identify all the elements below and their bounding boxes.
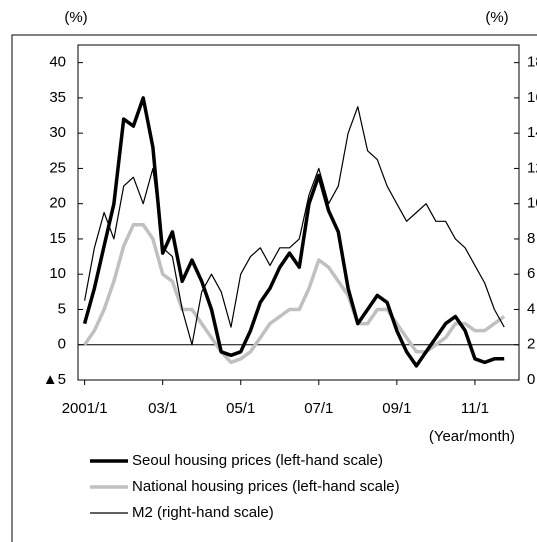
- y-tick-label: 15: [49, 230, 66, 247]
- y-tick-label: 40: [49, 54, 66, 71]
- y2-tick-label: 14: [527, 124, 537, 141]
- x-tick-label: 03/1: [148, 400, 177, 417]
- legend-label: Seoul housing prices (left-hand scale): [132, 452, 383, 469]
- y2-axis-unit: (%): [485, 9, 508, 26]
- y-tick-label: 30: [49, 124, 66, 141]
- y-tick-label: ▲5: [43, 371, 66, 388]
- y2-tick-label: 8: [527, 230, 535, 247]
- y-tick-label: 35: [49, 89, 66, 106]
- y-tick-label: 5: [58, 300, 66, 317]
- y2-tick-label: 0: [527, 371, 535, 388]
- legend-label: M2 (right-hand scale): [132, 504, 274, 521]
- x-tick-label: 2001/1: [62, 400, 108, 417]
- y-tick-label: 20: [49, 195, 66, 212]
- x-tick-label: 09/1: [382, 400, 411, 417]
- y-tick-label: 10: [49, 265, 66, 282]
- outer-frame: [11, 34, 537, 542]
- plot-frame: [77, 44, 520, 381]
- series-line: [82, 96, 505, 368]
- x-tick-label: 07/1: [304, 400, 333, 417]
- y-tick-label: 0: [58, 336, 66, 353]
- x-tick-label: 05/1: [226, 400, 255, 417]
- legend-label: National housing prices (left-hand scale…: [132, 478, 400, 495]
- y2-tick-label: 2: [527, 336, 535, 353]
- y-tick-label: 25: [49, 159, 66, 176]
- x-tick-label: 11/1: [461, 400, 489, 417]
- y2-tick-label: 6: [527, 265, 535, 282]
- y2-tick-label: 18: [527, 54, 537, 71]
- y-axis-unit: (%): [64, 9, 87, 26]
- y2-tick-label: 12: [527, 159, 537, 176]
- y2-tick-label: 16: [527, 89, 537, 106]
- y2-tick-label: 10: [527, 195, 537, 212]
- series-line: [83, 223, 506, 365]
- x-axis-unit: (Year/month): [429, 428, 515, 445]
- y2-tick-label: 4: [527, 300, 535, 317]
